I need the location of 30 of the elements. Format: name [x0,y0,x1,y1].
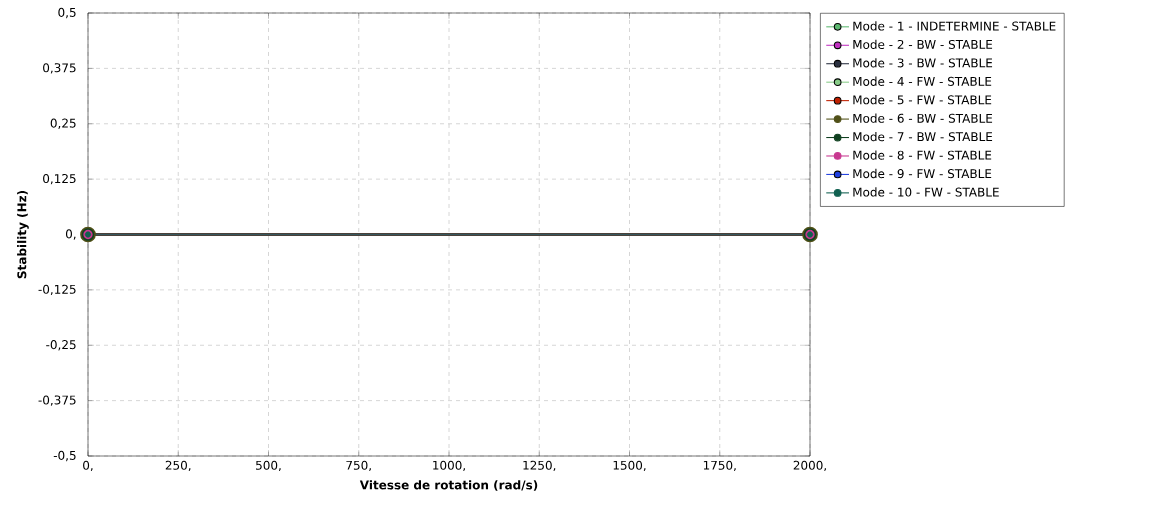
y-tick-label: -0,125 [38,284,76,296]
x-tick-label: 750, [346,460,371,472]
y-tick-label: -0,25 [46,340,76,351]
legend-label: Mode - 2 - BW - STABLE [853,39,993,50]
legend-label: Mode - 7 - BW - STABLE [853,131,993,142]
y-tick-label: 0, [65,229,76,240]
x-tick-label: 250, [165,460,191,472]
y-tick-label: 0,375 [43,63,76,74]
x-tick-label: 1500, [613,460,646,472]
legend-label: Mode - 5 - FW - STABLE [853,95,992,105]
legend-label: Mode - 10 - FW - STABLE [853,187,999,197]
x-tick-label: 2000, [793,460,826,472]
legend-label: Mode - 3 - BW - STABLE [853,58,993,68]
x-axis-title: Vitesse de rotation (rad/s) [359,480,538,491]
legend-label: Mode - 4 - FW - STABLE [853,76,992,86]
legend-label: Mode - 1 - INDETERMINE - STABLE [853,21,1056,31]
y-tick-label: 0,5 [58,7,76,19]
y-tick-label: 0,125 [43,173,76,185]
x-tick-label: 0, [83,460,93,472]
legend-label: Mode - 6 - BW - STABLE [853,113,993,123]
y-tick-label: 0,25 [50,118,76,129]
y-tick-label: -0,375 [38,395,76,406]
y-axis-title: Stability (Hz) [17,190,29,279]
x-tick-label: 1750, [703,460,736,472]
y-tick-label: -0,5 [53,450,76,462]
x-tick-label: 1000, [433,460,465,472]
x-tick-label: 500, [256,460,281,472]
x-tick-label: 1250, [523,460,556,472]
legend-label: Mode - 9 - FW - STABLE [853,168,992,179]
legend-label: Mode - 8 - FW - STABLE [853,150,992,160]
